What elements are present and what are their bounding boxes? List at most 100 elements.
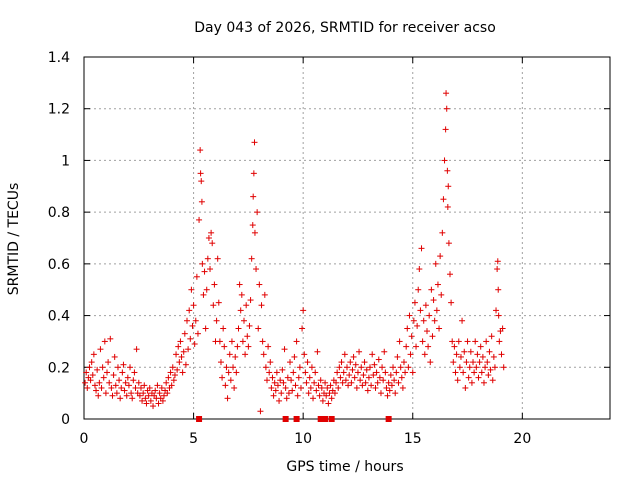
data-point <box>132 384 139 391</box>
data-point <box>338 359 345 366</box>
data-point <box>251 229 258 236</box>
data-point <box>201 268 208 275</box>
data-point <box>257 408 264 415</box>
data-point <box>239 338 246 345</box>
data-point <box>90 351 97 358</box>
data-point <box>190 302 197 309</box>
y-axis-label: SRMTID / TECUs <box>6 183 22 296</box>
data-point <box>169 364 176 371</box>
data-point <box>245 343 252 350</box>
data-point <box>367 364 374 371</box>
data-point <box>89 372 96 379</box>
data-point <box>150 403 157 410</box>
data-point <box>290 369 297 376</box>
data-point-zero <box>322 416 329 422</box>
data-point <box>467 348 474 355</box>
data-point <box>444 203 451 210</box>
data-point <box>475 374 482 381</box>
y-tick-label: 0 <box>61 412 70 428</box>
data-point <box>392 390 399 397</box>
data-point <box>243 302 250 309</box>
data-point <box>208 229 215 236</box>
data-point <box>455 338 462 345</box>
data-point <box>325 400 332 407</box>
data-point <box>415 286 422 293</box>
data-point <box>222 382 229 389</box>
data-point <box>274 382 281 389</box>
data-point <box>422 302 429 309</box>
data-point <box>180 348 187 355</box>
data-point <box>270 392 277 399</box>
data-point <box>363 366 370 373</box>
data-point <box>425 343 432 350</box>
data-point <box>438 291 445 298</box>
data-point <box>264 377 271 384</box>
y-tick-label: 0.8 <box>48 205 70 221</box>
data-point <box>118 384 125 391</box>
data-point <box>341 351 348 358</box>
data-point <box>388 382 395 389</box>
y-tick-label: 0.2 <box>48 360 70 376</box>
data-point <box>396 338 403 345</box>
data-point <box>463 359 470 366</box>
data-point <box>429 333 436 340</box>
chart-title: Day 043 of 2026, SRMTID for receiver acs… <box>194 20 496 36</box>
data-point <box>443 105 450 112</box>
data-point <box>214 255 221 262</box>
data-point <box>198 198 205 205</box>
data-point <box>165 374 172 381</box>
data-point-zero <box>293 416 300 422</box>
data-point <box>130 377 137 384</box>
data-point <box>340 369 347 376</box>
data-point <box>496 338 503 345</box>
data-point <box>500 364 507 371</box>
data-points <box>82 90 507 422</box>
data-point <box>182 361 189 368</box>
data-point <box>399 384 406 391</box>
data-point <box>304 359 311 366</box>
y-tick-label: 0.6 <box>48 257 70 273</box>
data-point <box>185 346 192 353</box>
data-point <box>225 369 232 376</box>
data-point <box>465 374 472 381</box>
data-point <box>100 374 107 381</box>
data-point <box>95 392 102 399</box>
data-point <box>314 348 321 355</box>
data-point <box>249 222 256 229</box>
data-point <box>280 379 287 386</box>
data-point <box>451 343 458 350</box>
data-point <box>129 395 136 402</box>
data-point <box>494 266 501 273</box>
data-point <box>489 377 496 384</box>
data-point <box>381 348 388 355</box>
data-point <box>342 377 349 384</box>
data-point <box>473 364 480 371</box>
data-point <box>116 377 123 384</box>
data-point <box>315 382 322 389</box>
axis-ticks: 0 0.2 0.4 0.6 0.8 1 1.2 1.4 0 5 10 15 20 <box>48 50 610 447</box>
data-point <box>133 346 140 353</box>
data-point <box>131 369 138 376</box>
data-point <box>120 361 127 368</box>
data-point <box>409 369 416 376</box>
data-point <box>380 377 387 384</box>
data-point <box>227 377 234 384</box>
data-point <box>336 364 343 371</box>
x-axis-label: GPS time / hours <box>286 459 403 475</box>
data-point <box>453 351 460 358</box>
data-point <box>128 390 135 397</box>
data-point <box>171 372 178 379</box>
data-point <box>163 379 170 386</box>
data-point <box>308 364 315 371</box>
data-point <box>331 390 338 397</box>
data-point <box>483 338 490 345</box>
data-point <box>101 338 108 345</box>
data-point <box>423 328 430 335</box>
data-point <box>362 379 369 386</box>
data-point <box>476 359 483 366</box>
data-point <box>377 390 384 397</box>
data-point <box>99 364 106 371</box>
data-point <box>119 369 126 376</box>
data-point <box>269 374 276 381</box>
data-point <box>437 253 444 260</box>
